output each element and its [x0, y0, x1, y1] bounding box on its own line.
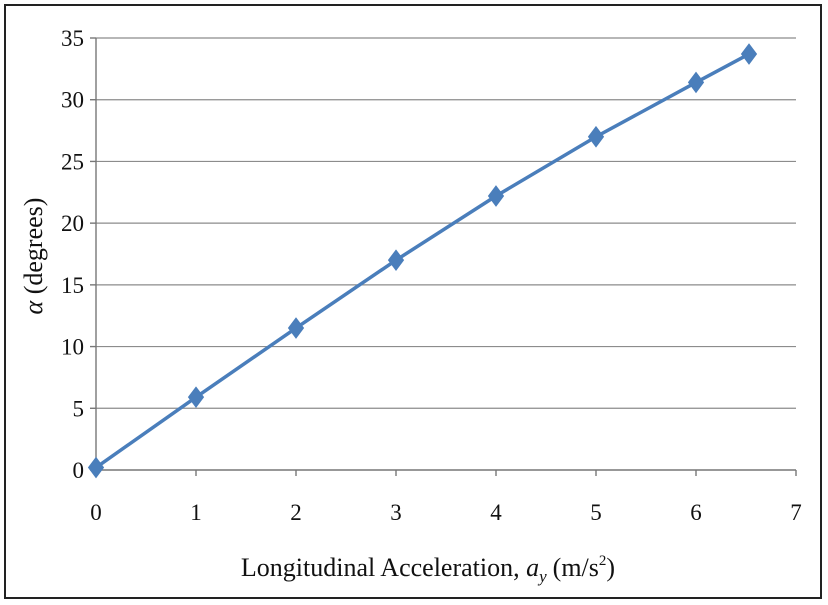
y-tick-label-35: 35 — [61, 26, 84, 51]
x-axis-title-var: a — [526, 553, 539, 582]
x-tick-label-2: 2 — [290, 500, 302, 525]
y-axis-title-var: α — [19, 299, 48, 314]
chart-frame — [4, 4, 822, 599]
axes — [90, 37, 797, 476]
data-point-marker — [740, 43, 758, 65]
data-point-marker — [87, 456, 105, 479]
x-tick-labels: 0 1 2 3 4 5 6 7 — [90, 500, 802, 525]
data-point-marker — [187, 386, 205, 409]
data-point-marker — [587, 125, 605, 148]
y-tick-label-5: 5 — [73, 396, 85, 421]
data-point-marker — [387, 249, 405, 272]
x-tick-label-5: 5 — [590, 500, 602, 525]
x-axis-title-unit-pre: (m/s — [553, 553, 599, 582]
y-tick-label-25: 25 — [61, 149, 84, 174]
x-tick-label-7: 7 — [790, 500, 802, 525]
x-tick-label-0: 0 — [90, 500, 102, 525]
data-point-marker — [687, 71, 705, 94]
y-tick-label-15: 15 — [61, 273, 84, 298]
x-tick-label-4: 4 — [490, 500, 502, 525]
x-axis-title-text: Longitudinal Acceleration, — [241, 553, 520, 582]
x-axis-title-var-sub: y — [537, 567, 547, 586]
x-tick-label-6: 6 — [690, 500, 702, 525]
x-tick-label-1: 1 — [190, 500, 202, 525]
series-line — [94, 52, 750, 469]
gridlines — [96, 37, 796, 409]
y-tick-label-30: 30 — [61, 88, 84, 113]
y-tick-label-0: 0 — [73, 458, 85, 483]
x-tick-label-3: 3 — [390, 500, 402, 525]
data-point-marker — [487, 185, 505, 207]
x-axis-title-unit-sup: 2 — [599, 553, 607, 569]
x-axis-title-unit-post: ) — [606, 553, 615, 582]
data-point-marker — [287, 317, 305, 339]
y-axis-title: α (degrees) — [19, 198, 48, 315]
x-axis-title: Longitudinal Acceleration, ay (m/s2) — [241, 553, 615, 586]
data-series — [87, 43, 758, 479]
y-tick-label-20: 20 — [61, 211, 84, 236]
y-tick-label-10: 10 — [61, 335, 84, 360]
y-tick-labels: 0 5 10 15 20 25 30 35 — [61, 26, 84, 483]
y-axis-title-text: (degrees) — [19, 198, 48, 295]
